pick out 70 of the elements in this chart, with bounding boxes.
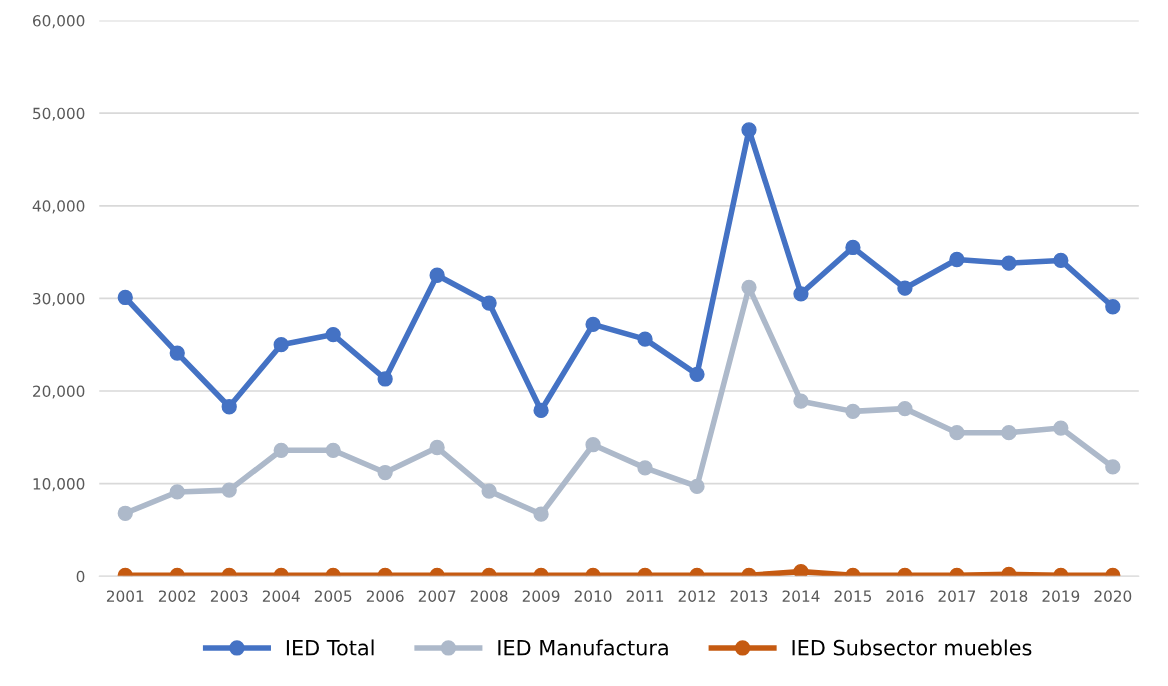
point: [637, 460, 653, 476]
y-tick-label: 40,000: [32, 200, 85, 214]
point: [273, 337, 289, 353]
point: [377, 464, 393, 481]
x-tick-label: 2016: [886, 590, 924, 602]
point: [221, 399, 237, 415]
legend-label: IED Total: [286, 639, 374, 656]
y-tick-label: 10,000: [33, 478, 85, 492]
point: [585, 437, 601, 453]
x-tick-label: 2008: [470, 590, 508, 602]
point: [949, 425, 965, 441]
point: [741, 279, 757, 295]
point: [377, 371, 393, 387]
legend-label: IED Subsector muebles: [792, 639, 1032, 656]
point: [1001, 255, 1017, 271]
y-tick-label: 50,000: [33, 107, 85, 121]
point: [325, 326, 341, 343]
point: [949, 251, 965, 268]
x-tick-label: 2007: [418, 590, 456, 602]
point: [429, 267, 445, 283]
legend-label: IED Manufactura: [498, 639, 668, 656]
x-tick-label: 2014: [782, 590, 820, 602]
point: [169, 484, 185, 500]
x-tick-label: 2005: [314, 590, 352, 602]
point: [637, 331, 653, 347]
point: [793, 286, 809, 302]
x-tick-label: 2004: [262, 590, 300, 602]
x-tick-label: 2015: [834, 590, 872, 602]
point: [1001, 425, 1017, 441]
x-tick-label: 2013: [730, 590, 768, 602]
x-tick-label: 2002: [158, 590, 196, 602]
point: [1053, 420, 1069, 436]
point: [325, 442, 341, 458]
point: [273, 442, 289, 458]
x-tick-label: 2011: [626, 590, 664, 602]
point: [1105, 459, 1121, 475]
point: [793, 393, 809, 409]
point: [117, 505, 133, 521]
point: [1105, 299, 1121, 315]
point: [897, 280, 913, 296]
y-tick-label: 30,000: [33, 292, 85, 306]
point: [481, 483, 497, 499]
point: [429, 439, 445, 456]
x-tick-label: 2006: [366, 590, 404, 602]
y-tick-label: 20,000: [33, 385, 85, 399]
x-tick-label: 2010: [574, 590, 612, 602]
point: [845, 403, 861, 420]
y-tick-label: 0: [76, 570, 85, 583]
point: [793, 563, 809, 577]
point: [169, 345, 185, 361]
point: [689, 478, 705, 495]
point: [689, 366, 705, 382]
point: [585, 316, 601, 332]
x-tick-label: 2009: [522, 590, 560, 602]
point: [117, 289, 133, 306]
point: [533, 506, 549, 522]
x-tick-label: 2012: [678, 590, 715, 602]
point: [481, 295, 497, 311]
point: [221, 482, 237, 498]
x-tick-label: 2001: [106, 590, 144, 602]
point: [1053, 252, 1069, 269]
x-tick-label: 2003: [210, 590, 248, 602]
x-tick-label: 2018: [990, 590, 1028, 602]
point: [845, 239, 861, 256]
x-tick-label: 2017: [938, 590, 976, 602]
x-tick-label: 2020: [1094, 590, 1132, 602]
point: [897, 400, 913, 417]
point: [533, 402, 549, 419]
y-tick-label: 60,000: [33, 15, 85, 29]
x-tick-label: 2019: [1042, 590, 1080, 602]
